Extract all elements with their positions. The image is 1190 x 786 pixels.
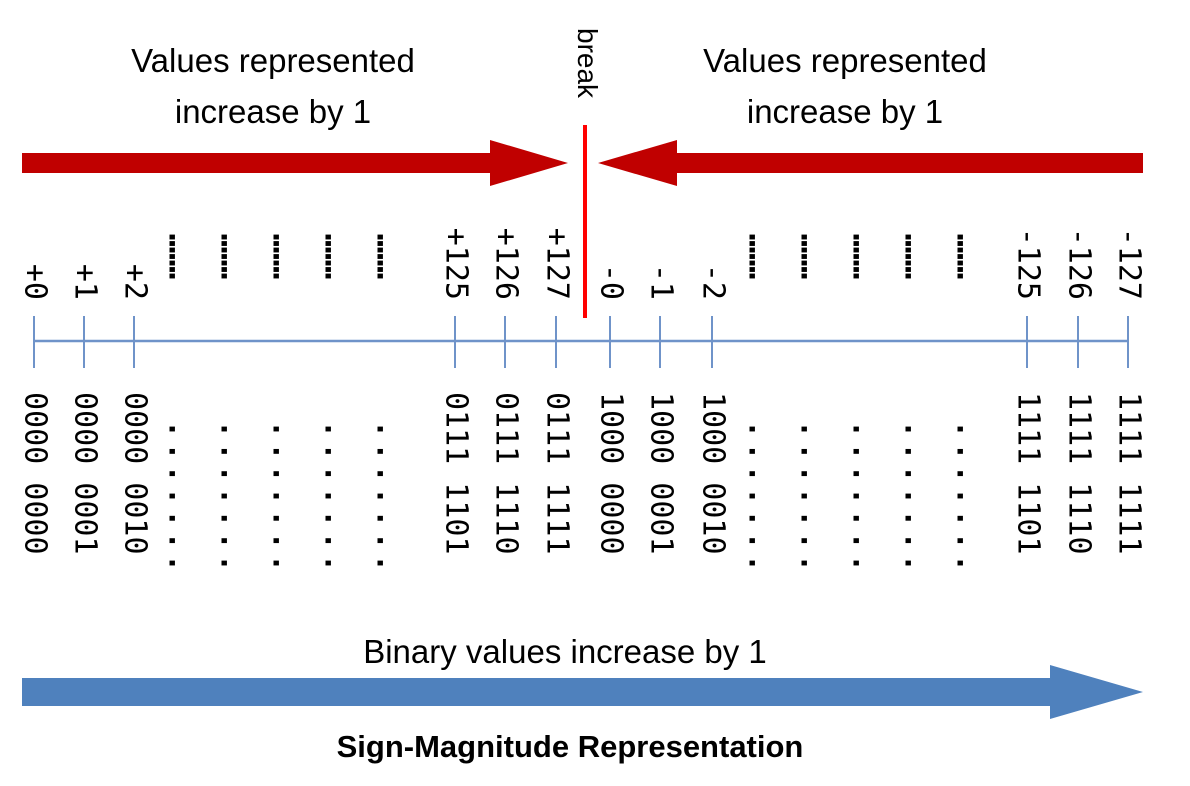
value-labels: +0 +1 +2 +125 +126 +127 -0 -1 -2 -125 -126 -127 (18, 228, 1147, 300)
ellipsis-dots: . . . . . . . (214, 420, 249, 572)
binary-label: 0000 0010 (118, 392, 153, 555)
ellipsis-values: . . . . . . . . . . . . . . . . . . . . ..… (162, 228, 985, 285)
ellipsis-dots: . . . . . . . (898, 420, 933, 572)
value-label: -126 (1062, 228, 1097, 300)
value-label: -125 (1011, 228, 1046, 300)
ellipsis-binary: . . . . . . . . . . . . . . . . . . . . ..… (162, 420, 985, 572)
binary-label: 0000 0001 (68, 392, 103, 555)
red-arrow-right (22, 140, 568, 186)
value-label: -127 (1112, 228, 1147, 300)
binary-label: 1000 0000 (594, 392, 629, 555)
ellipsis-dots: . . . . . . . (162, 420, 197, 572)
binary-label: 1111 1110 (1062, 392, 1097, 555)
binary-label: 0111 1101 (439, 392, 474, 555)
blue-arrow-right (22, 665, 1143, 719)
binary-label: 0111 1110 (489, 392, 524, 555)
binary-label: 1000 0010 (696, 392, 731, 555)
break-label: break (572, 28, 603, 99)
top-right-label-line2: increase by 1 (747, 93, 943, 130)
value-label: +125 (439, 228, 474, 300)
tick-marks (33, 316, 1129, 368)
ellipsis-dots: . . . . . . . (846, 420, 881, 572)
binary-label: 1000 0001 (644, 392, 679, 555)
binary-labels: 0000 0000 0000 0001 0000 0010 0111 1101 0111… (18, 392, 1147, 555)
value-label: -0 (594, 264, 629, 300)
ellipsis-dots: . . . . . . . (742, 228, 777, 285)
value-label: +1 (68, 264, 103, 300)
binary-label: 1111 1101 (1011, 392, 1046, 555)
ellipsis-dots: . . . . . . . (266, 420, 301, 572)
ellipsis-dots: . . . . . . . (846, 228, 881, 285)
ellipsis-dots: . . . . . . . (898, 228, 933, 285)
ellipsis-dots: . . . . . . . (794, 228, 829, 285)
top-right-label-line1: Values represented (703, 42, 987, 79)
ellipsis-dots: . . . . . . . (370, 420, 405, 572)
ellipsis-dots: . . . . . . . (266, 228, 301, 285)
value-label: -1 (644, 264, 679, 300)
value-label: -2 (696, 264, 731, 300)
value-label: +127 (540, 228, 575, 300)
ellipsis-dots: . . . . . . . (318, 420, 353, 572)
ellipsis-dots: . . . . . . . (950, 228, 985, 285)
ellipsis-dots: . . . . . . . (794, 420, 829, 572)
ellipsis-dots: . . . . . . . (214, 228, 249, 285)
ellipsis-dots: . . . . . . . (742, 420, 777, 572)
ellipsis-dots: . . . . . . . (162, 228, 197, 285)
bottom-label: Binary values increase by 1 (363, 633, 767, 670)
value-label: +2 (118, 264, 153, 300)
ellipsis-dots: . . . . . . . (950, 420, 985, 572)
ellipsis-dots: . . . . . . . (318, 228, 353, 285)
value-label: +126 (489, 228, 524, 300)
top-left-label-line2: increase by 1 (175, 93, 371, 130)
binary-label: 0000 0000 (18, 392, 53, 555)
diagram-title: Sign-Magnitude Representation (337, 729, 804, 764)
value-label: +0 (18, 264, 53, 300)
red-arrow-left (598, 140, 1143, 186)
ellipsis-dots: . . . . . . . (370, 228, 405, 285)
binary-label: 1111 1111 (1112, 392, 1147, 555)
binary-label: 0111 1111 (540, 392, 575, 555)
top-left-label-line1: Values represented (131, 42, 415, 79)
